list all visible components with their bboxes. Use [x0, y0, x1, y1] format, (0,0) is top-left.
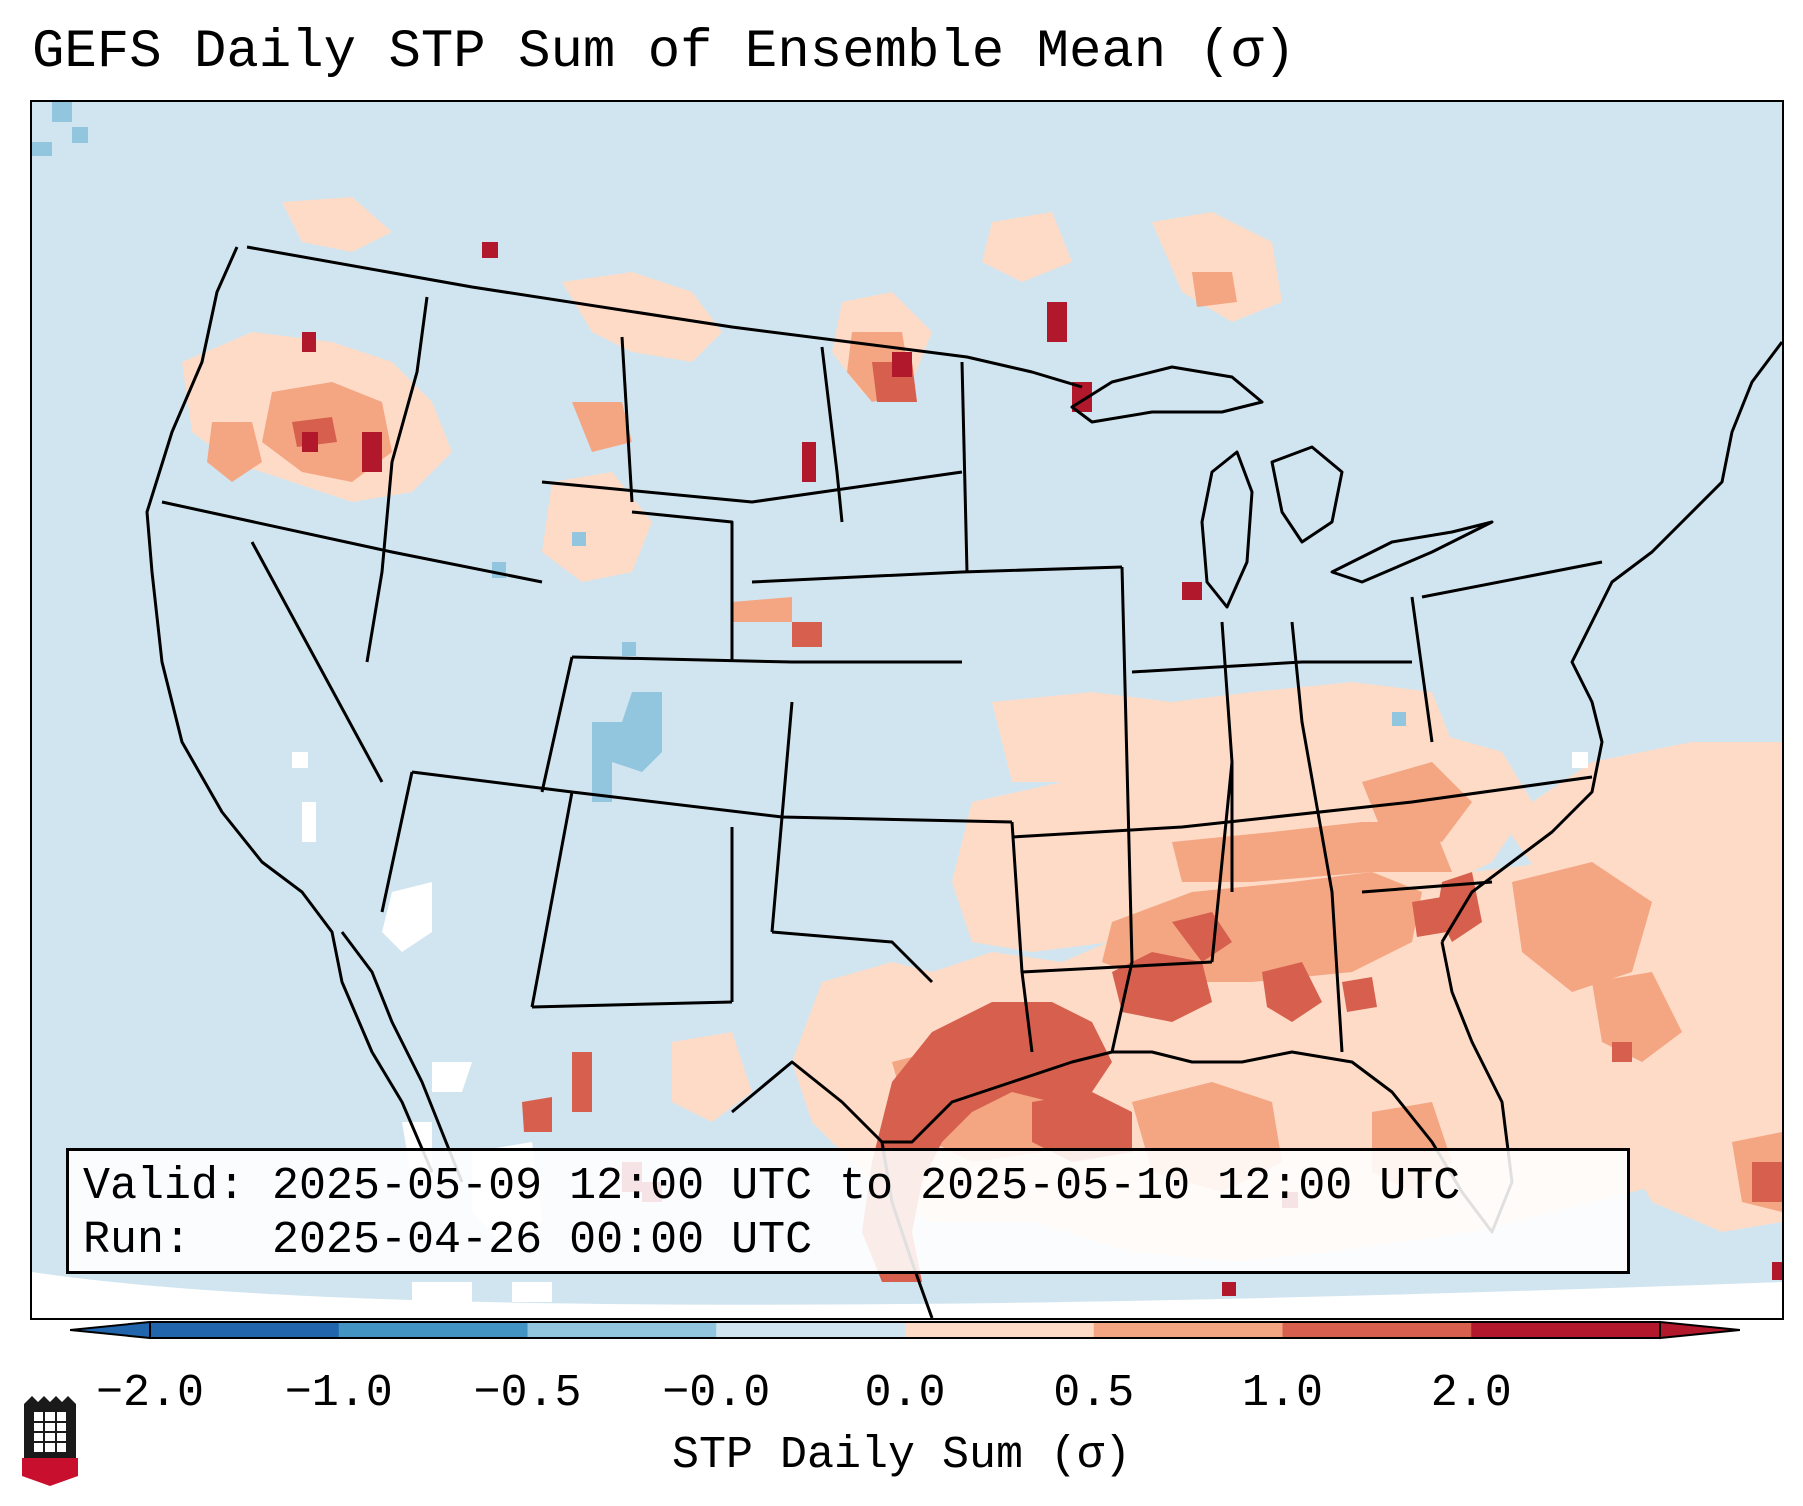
colorbar-tick-label: −2.0 — [95, 1368, 205, 1419]
colorbar-tick-label: 2.0 — [1430, 1368, 1512, 1419]
run-time-text: Run: 2025-04-26 00:00 UTC — [83, 1215, 813, 1266]
stp-map-svg — [32, 102, 1782, 1318]
colorbar-tick-label: 1.0 — [1241, 1368, 1324, 1419]
colorbar-tick-label: −1.0 — [284, 1368, 393, 1419]
colorbar-segment — [1093, 1322, 1283, 1338]
colorbar-outline — [149, 1321, 1661, 1339]
colorbar-extend-over — [1659, 1320, 1740, 1340]
off-projection-corner — [32, 1272, 1782, 1318]
lake-superior — [1070, 365, 1264, 424]
colorbar-segment — [527, 1322, 717, 1338]
west-coast — [145, 246, 434, 1173]
colorbar-segment — [1282, 1322, 1472, 1338]
lake-erie-ontario — [1330, 520, 1494, 584]
boundary-lines — [145, 245, 1782, 1318]
niu-castle-logo-icon — [22, 1396, 78, 1486]
colorbar — [70, 1320, 1740, 1340]
lake-huron — [1270, 445, 1344, 544]
colorbar-tick-label: −0.5 — [473, 1368, 582, 1419]
valid-run-info-box: Valid: 2025-05-09 12:00 UTC to 2025-05-1… — [66, 1148, 1630, 1274]
baja-peninsula — [340, 931, 464, 1183]
canada-us-border — [246, 245, 1083, 389]
map-panel — [30, 100, 1784, 1320]
colorbar-tick-label: −0.0 — [662, 1368, 771, 1419]
colorbar-segment — [716, 1322, 906, 1338]
east-coast — [1440, 341, 1782, 943]
valid-time-text: Valid: 2025-05-09 12:00 UTC to 2025-05-1… — [83, 1161, 1461, 1212]
chart-title: GEFS Daily STP Sum of Ensemble Mean (σ) — [32, 22, 1296, 83]
stp-anomaly-weak-negative-spots — [32, 102, 1406, 802]
stp-anomaly-extreme-positive-spots — [302, 242, 1782, 1296]
colorbar-extend-under — [70, 1320, 151, 1340]
colorbar-tick-label: 0.5 — [1053, 1368, 1135, 1419]
colorbar-tick-label: 0.0 — [864, 1368, 946, 1419]
colorbar-label: STP Daily Sum (σ) — [671, 1430, 1132, 1481]
lake-michigan — [1200, 450, 1254, 609]
colorbar-segment — [1471, 1322, 1661, 1338]
colorbar-segment — [338, 1322, 528, 1338]
colorbar-segment — [905, 1322, 1095, 1338]
colorbar-segment — [150, 1322, 340, 1338]
